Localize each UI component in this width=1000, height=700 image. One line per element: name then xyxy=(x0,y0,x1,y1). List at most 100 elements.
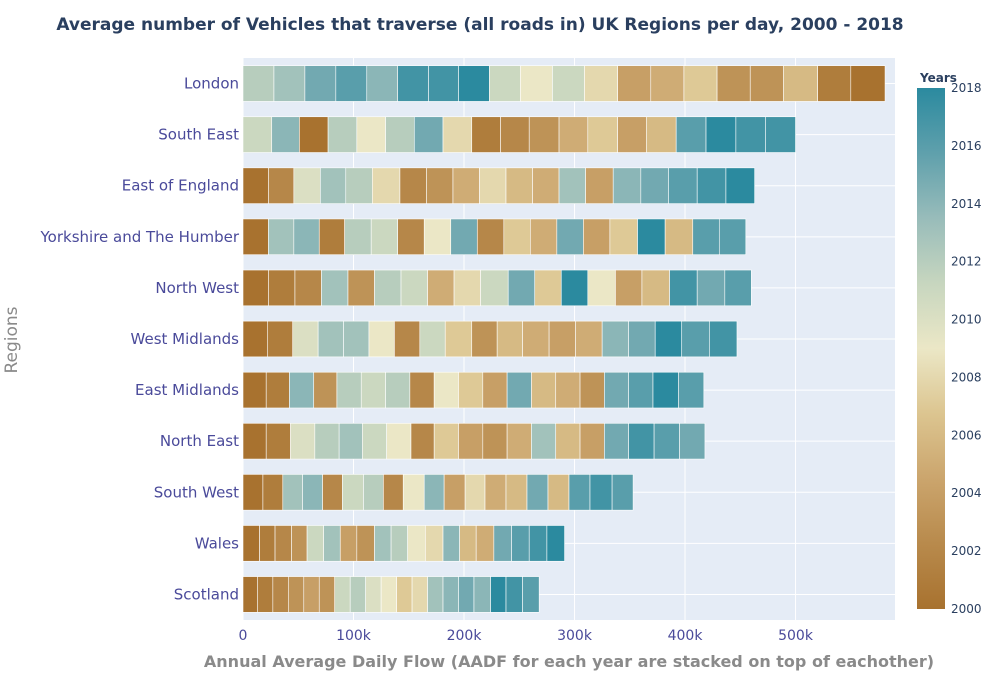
bar-segment xyxy=(583,218,611,256)
bar-segment xyxy=(444,320,473,358)
bar-segment xyxy=(314,422,340,460)
bar-segment xyxy=(450,218,478,256)
bar-segment xyxy=(641,269,670,307)
bar-segment xyxy=(628,371,654,409)
bar-segment xyxy=(668,167,698,204)
bar-segment xyxy=(568,474,591,511)
bar-segment xyxy=(292,320,319,358)
bar-segment xyxy=(291,525,308,562)
bar-segment xyxy=(242,422,267,460)
bar-segment xyxy=(696,269,726,307)
bar-segment xyxy=(265,422,291,460)
bar-segment xyxy=(242,65,275,102)
bar-segment xyxy=(458,65,490,102)
colorbar-tick-label: 2010 xyxy=(951,313,982,327)
bar-segment xyxy=(306,525,324,562)
colorbar-tick-label: 2000 xyxy=(951,602,982,616)
category-label: South West xyxy=(154,483,239,501)
x-tick-label: 100k xyxy=(336,628,372,644)
bar-segment xyxy=(242,218,269,256)
bar-segment xyxy=(458,422,484,460)
bar-segment xyxy=(604,422,629,460)
bar-segment xyxy=(749,65,784,102)
bar-segment xyxy=(476,218,505,256)
bar-segment xyxy=(489,65,521,102)
bar-segment xyxy=(617,116,647,153)
bar-segment xyxy=(425,525,444,562)
bar-segment xyxy=(547,474,570,511)
bars-group xyxy=(242,65,886,613)
bar-segment xyxy=(505,474,528,511)
colorbar: Years 2000200220042006200820102012201420… xyxy=(917,71,982,616)
bar-segment xyxy=(380,576,397,613)
x-tick-label: 0 xyxy=(239,628,248,644)
bar-segment xyxy=(327,116,358,153)
bar-segment xyxy=(558,116,589,153)
bar-segment xyxy=(335,65,368,102)
bar-segment xyxy=(480,269,509,307)
bar-segment xyxy=(783,65,818,102)
bar-segment xyxy=(558,167,586,204)
category-label: Scotland xyxy=(174,585,239,603)
bar-segment xyxy=(725,167,755,204)
bar-segment xyxy=(262,474,284,511)
category-labels: London South East East of England Yorkshire… xyxy=(40,75,240,604)
bar-segment xyxy=(242,371,267,409)
bar-segment xyxy=(669,269,698,307)
bar-segment xyxy=(410,422,435,460)
colorbar-tick-label: 2016 xyxy=(951,139,982,153)
bar-segment xyxy=(259,525,276,562)
x-tick-label: 500k xyxy=(778,628,814,644)
bar-segment xyxy=(386,422,412,460)
bar-segment xyxy=(394,320,421,358)
colorbar-tick-label: 2008 xyxy=(951,370,982,384)
bar-segment xyxy=(560,269,589,307)
bar-segment xyxy=(604,371,629,409)
bar-segment xyxy=(705,116,737,153)
bar-segment xyxy=(323,525,341,562)
category-label: East Midlands xyxy=(135,381,239,399)
bar-segment xyxy=(385,116,415,153)
bar-segment xyxy=(342,474,364,511)
bar-segment xyxy=(390,525,408,562)
y-axis-title: Regions xyxy=(2,306,22,373)
bar-segment xyxy=(646,116,677,153)
colorbar-tick-label: 2004 xyxy=(951,486,982,500)
bar-segment xyxy=(272,576,289,613)
bar-segment xyxy=(534,269,562,307)
bar-segment xyxy=(294,269,322,307)
bar-segment xyxy=(321,269,349,307)
bar-segment xyxy=(609,218,638,256)
x-tick-label: 200k xyxy=(447,628,483,644)
bar-segment xyxy=(400,269,428,307)
colorbar-gradient xyxy=(917,88,945,609)
bar-segment xyxy=(349,576,366,613)
bar-segment xyxy=(371,167,401,204)
bar-segment xyxy=(716,65,751,102)
bar-segment xyxy=(442,116,473,153)
bar-segment xyxy=(453,269,481,307)
bar-segment xyxy=(370,218,399,256)
category-label: North East xyxy=(160,432,239,450)
bar-segment xyxy=(617,65,652,102)
category-label: South East xyxy=(158,126,239,144)
bar-segment xyxy=(433,422,459,460)
bar-segment xyxy=(293,167,321,204)
bar-segment xyxy=(653,422,680,460)
bar-segment xyxy=(587,116,618,153)
bar-segment xyxy=(338,422,363,460)
bar-segment xyxy=(601,320,629,358)
bar-segment xyxy=(413,116,444,153)
bar-segment xyxy=(500,116,530,153)
bar-segment xyxy=(242,269,269,307)
bar-segment xyxy=(303,576,320,613)
bar-segment xyxy=(411,576,428,613)
bar-segment xyxy=(526,474,549,511)
bar-segment xyxy=(334,576,351,613)
bar-segment xyxy=(464,474,486,511)
bar-segment xyxy=(290,422,316,460)
bar-segment xyxy=(423,474,445,511)
bar-segment xyxy=(531,371,557,409)
bar-segment xyxy=(299,116,329,153)
